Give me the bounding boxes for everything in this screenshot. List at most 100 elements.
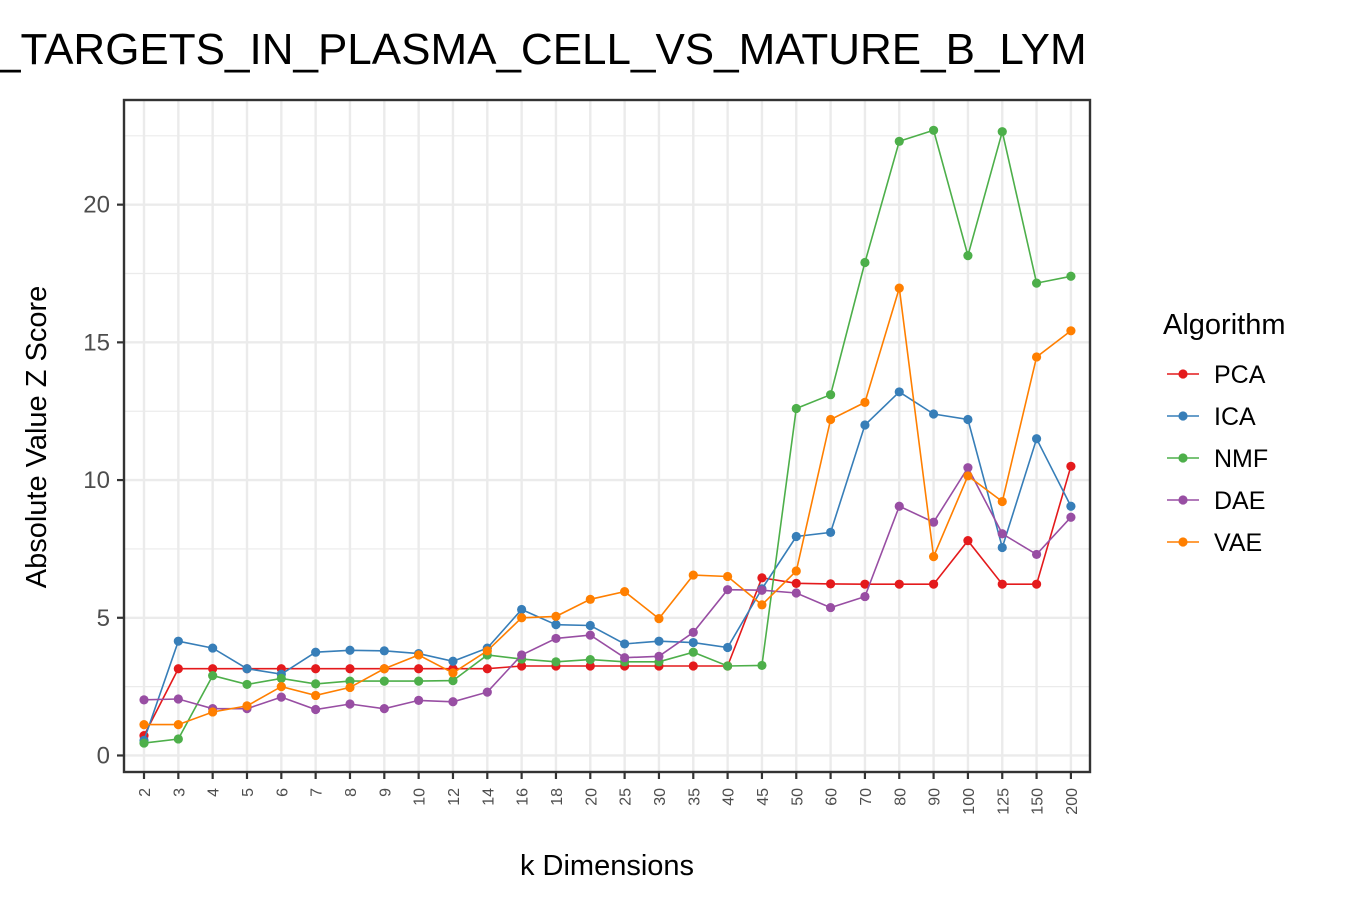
data-point-ica: [1031, 434, 1042, 444]
data-point-ica: [997, 542, 1007, 553]
data-point-nmf: [414, 676, 424, 686]
plot-grid: [124, 100, 1090, 772]
data-point-dae: [860, 591, 870, 602]
x-tick-label: 5: [240, 788, 257, 797]
x-tick-label: 60: [824, 788, 841, 806]
data-point-vae: [997, 496, 1007, 507]
data-point-nmf: [826, 390, 836, 400]
y-tick-label: 20: [83, 192, 110, 219]
data-point-vae: [276, 682, 286, 692]
y-axis: 0 5 10 15 20: [83, 192, 124, 769]
data-point-vae: [654, 613, 664, 624]
x-axis: 2 3 4 5 6 7 8 9 10 12 14 16 18 20 25 30 35 40 45 50 60 70 80 90…: [137, 772, 1081, 815]
x-tick-label: 70: [858, 788, 875, 806]
data-point-nmf: [1031, 278, 1042, 288]
data-point-nmf: [894, 136, 904, 146]
data-point-dae: [894, 501, 904, 511]
data-point-pca: [963, 536, 973, 546]
data-point-vae: [860, 397, 870, 407]
legend-label: VAE: [1214, 529, 1262, 557]
data-point-dae: [997, 529, 1007, 539]
data-point-nmf: [276, 673, 286, 683]
series-line-ica: [143, 390, 1072, 741]
series-line-vae: [144, 287, 1072, 726]
x-tick-label: 6: [274, 788, 291, 797]
data-point-dae: [517, 650, 527, 660]
data-point-vae: [1031, 352, 1042, 362]
legend-label: PCA: [1214, 361, 1266, 389]
data-point-vae: [311, 690, 321, 701]
y-axis-title: Absolute Value Z Score: [21, 286, 53, 589]
series-layer: [139, 125, 1076, 748]
data-point-nmf: [585, 655, 595, 665]
data-point-pca: [414, 664, 424, 674]
data-point-vae: [723, 571, 733, 582]
y-tick-label: 5: [97, 605, 110, 632]
data-point-pca: [928, 579, 939, 589]
x-tick-label: 80: [892, 788, 909, 806]
data-point-nmf: [791, 403, 801, 414]
data-point-pca: [173, 664, 183, 674]
data-point-dae: [482, 687, 492, 697]
x-tick-label: 16: [515, 788, 532, 806]
x-tick-label: 20: [583, 788, 600, 806]
data-point-nmf: [997, 127, 1007, 137]
data-point-dae: [1031, 549, 1042, 560]
data-point-pca: [482, 664, 492, 674]
data-point-pca: [757, 573, 767, 583]
data-point-dae: [139, 695, 149, 705]
data-point-pca: [311, 664, 321, 674]
data-point-ica: [517, 604, 527, 615]
data-point-dae: [826, 602, 836, 613]
legend-item-pca: PCA: [1167, 361, 1266, 389]
data-point-dae: [379, 704, 389, 714]
data-point-pca: [517, 661, 527, 671]
x-tick-label: 7: [309, 788, 326, 797]
series-dae: [139, 463, 1076, 715]
y-tick-label: 15: [83, 329, 110, 356]
data-point-pca: [688, 661, 698, 671]
data-point-dae: [723, 585, 733, 595]
legend-key-point: [1178, 411, 1188, 421]
data-point-dae: [276, 692, 286, 702]
x-tick-label: 3: [171, 788, 188, 797]
legend-item-nmf: NMF: [1167, 445, 1268, 473]
x-tick-label: 50: [789, 788, 806, 806]
x-tick-label: 30: [652, 788, 669, 806]
data-point-vae: [963, 471, 973, 481]
data-point-ica: [826, 527, 836, 537]
data-point-vae: [208, 707, 218, 717]
data-point-ica: [242, 664, 252, 674]
series-ica: [139, 387, 1076, 745]
data-point-ica: [311, 647, 321, 657]
data-point-vae: [791, 566, 801, 576]
data-point-nmf: [757, 660, 767, 671]
legend: Algorithm PCA ICA NMF DAE VAE: [1163, 309, 1286, 557]
data-point-ica: [654, 636, 664, 646]
data-point-nmf: [1066, 271, 1076, 281]
legend-key-point: [1178, 495, 1188, 505]
y-tick-label: 0: [97, 742, 110, 769]
data-point-vae: [482, 646, 492, 656]
data-point-ica: [723, 642, 733, 653]
data-point-dae: [757, 585, 767, 595]
data-point-vae: [757, 600, 767, 610]
legend-key-point: [1178, 537, 1188, 547]
data-point-ica: [208, 643, 218, 653]
data-point-ica: [448, 656, 458, 666]
series-line-dae: [143, 466, 1072, 711]
legend-label: DAE: [1214, 487, 1265, 515]
data-point-pca: [826, 579, 836, 589]
data-point-ica: [620, 639, 630, 649]
x-tick-label: 8: [343, 788, 360, 797]
data-point-nmf: [208, 671, 218, 681]
series-line-pca: [143, 466, 1072, 736]
series-line-nmf: [143, 129, 1072, 744]
x-tick-label: 12: [446, 788, 463, 806]
x-tick-label: 45: [755, 788, 772, 806]
data-point-dae: [448, 697, 458, 707]
y-tick-label: 10: [83, 467, 110, 494]
x-tick-label: 90: [927, 788, 944, 806]
data-point-ica: [345, 645, 355, 655]
data-point-pca: [894, 579, 904, 589]
